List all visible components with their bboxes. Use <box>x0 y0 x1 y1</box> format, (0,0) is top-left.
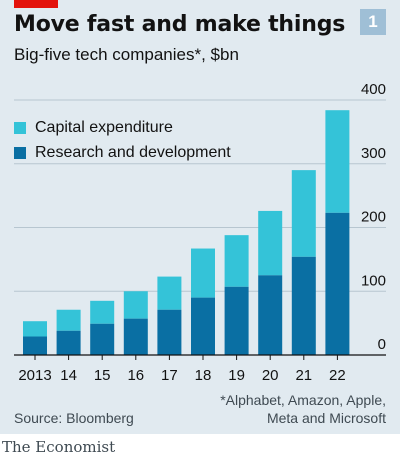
bar-rnd-22 <box>325 212 350 355</box>
stacked-bar-chart: 0 100 200 300 400 2013 14 15 16 17 18 19 20 21 22 <box>14 81 386 384</box>
x-tick-label-16: 16 <box>127 367 144 384</box>
bar-capex-15 <box>90 300 115 324</box>
chart-title: Move fast and make things <box>14 12 346 37</box>
bar-capex-21 <box>291 170 316 257</box>
chart-legend: Capital expenditure Research and develop… <box>14 115 231 165</box>
x-tick-label-22: 22 <box>329 367 346 384</box>
legend-swatch-rnd <box>14 146 26 159</box>
bar-capex-16 <box>123 291 148 319</box>
bar-capex-20 <box>258 210 283 276</box>
bar-rnd-18 <box>191 297 215 355</box>
footnote: *Alphabet, Amazon, Apple, Meta and Micro… <box>220 391 386 427</box>
bar-capex-18 <box>191 248 215 298</box>
x-tick-label-21: 21 <box>295 367 312 384</box>
bar-capex-2013 <box>23 321 47 337</box>
chart-subtitle: Big-five tech companies*, $bn <box>14 45 239 64</box>
bar-rnd-20 <box>258 275 283 355</box>
footnote-line-1: *Alphabet, Amazon, Apple, <box>220 392 386 408</box>
bar-rnd-21 <box>291 256 316 355</box>
bar-capex-22 <box>325 110 350 213</box>
footnote-line-2: Meta and Microsoft <box>266 410 386 426</box>
x-tick-label-19: 19 <box>228 367 245 384</box>
legend-item-rnd: Research and development <box>14 140 231 165</box>
source-note: Source: Bloomberg <box>14 410 134 426</box>
legend-swatch-capex <box>14 121 26 134</box>
y-tick-label-400: 400 <box>361 81 386 98</box>
chart-number-badge: 1 <box>360 9 386 35</box>
bar-capex-14 <box>56 309 81 331</box>
bar-rnd-2013 <box>23 336 47 355</box>
bar-rnd-17 <box>157 309 182 355</box>
legend-label-rnd: Research and development <box>35 143 231 161</box>
y-tick-label-100: 100 <box>361 272 386 289</box>
bar-capex-17 <box>157 276 182 310</box>
x-tick-label-2013: 2013 <box>18 367 51 384</box>
bar-capex-19 <box>224 235 249 287</box>
x-tick-label-14: 14 <box>60 367 77 384</box>
x-tick-label-18: 18 <box>195 367 212 384</box>
brand-red-tab <box>14 0 58 8</box>
y-tick-label-0: 0 <box>378 336 386 353</box>
legend-label-capex: Capital expenditure <box>35 118 173 136</box>
y-tick-label-200: 200 <box>361 209 386 226</box>
legend-item-capex: Capital expenditure <box>14 115 231 140</box>
x-tick-label-20: 20 <box>262 367 279 384</box>
bar-rnd-14 <box>56 330 81 355</box>
bar-rnd-16 <box>123 318 148 355</box>
bar-rnd-15 <box>90 323 115 355</box>
brand-wordmark: The Economist <box>2 438 116 456</box>
x-tick-label-17: 17 <box>161 367 178 384</box>
y-tick-label-300: 300 <box>361 145 386 162</box>
bar-rnd-19 <box>224 286 249 355</box>
x-tick-label-15: 15 <box>94 367 111 384</box>
